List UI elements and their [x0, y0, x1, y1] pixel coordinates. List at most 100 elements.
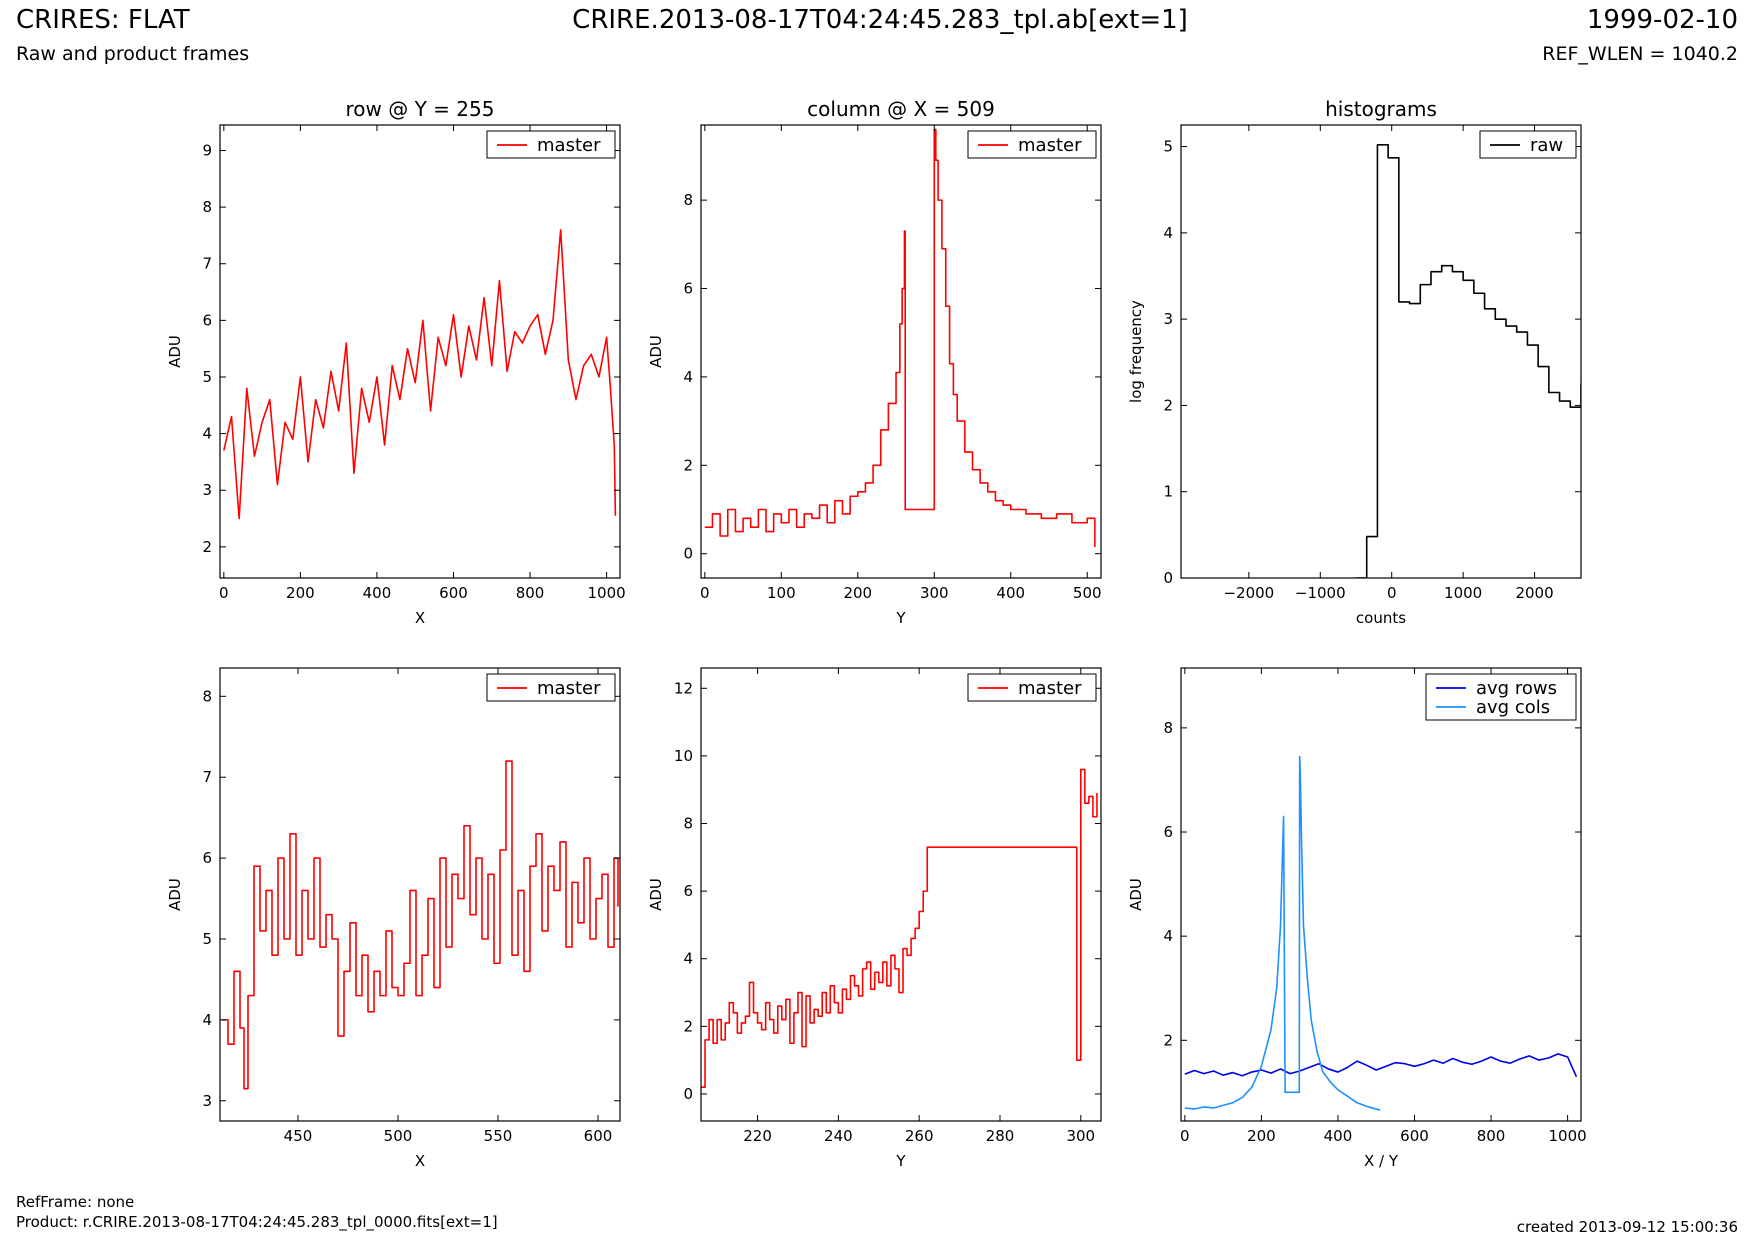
- x-tick-label: 550: [484, 1127, 513, 1145]
- y-tick-label: 4: [683, 950, 693, 968]
- y-tick-label: 8: [202, 687, 212, 705]
- y-tick-label: 6: [683, 882, 693, 900]
- legend-label-avg-rows: avg rows: [1476, 678, 1557, 699]
- legend-label-master: master: [1018, 678, 1082, 699]
- y-tick-label: 5: [202, 368, 212, 386]
- product-label: Product: r.CRIRE.2013-08-17T04:24:45.283…: [16, 1213, 498, 1231]
- legend-label-master: master: [537, 678, 601, 699]
- x-tick-label: 600: [584, 1127, 613, 1145]
- x-tick-label: 300: [920, 584, 949, 602]
- plot-frame: [700, 667, 1102, 1122]
- y-tick-label: 3: [202, 481, 212, 499]
- y-tick-label: 4: [1163, 224, 1173, 242]
- y-axis-label: ADU: [1127, 878, 1145, 911]
- y-tick-label: 8: [202, 198, 212, 216]
- y-tick-label: 2: [1163, 1031, 1173, 1049]
- x-tick-label: −1000: [1295, 584, 1346, 602]
- plot-frame: [1180, 667, 1582, 1122]
- ref-wlen-label: REF_WLEN = 1040.2: [1542, 43, 1738, 65]
- chart-title: column @ X = 509: [807, 97, 995, 121]
- y-tick-label: 6: [202, 311, 212, 329]
- y-tick-label: 5: [202, 930, 212, 948]
- y-tick-label: 0: [683, 1085, 693, 1103]
- series-line-avg-rows: [1184, 1053, 1578, 1078]
- x-tick-label: 0: [219, 584, 229, 602]
- x-tick-label: 200: [843, 584, 872, 602]
- x-tick-label: 1000: [1549, 1127, 1587, 1145]
- y-tick-label: 4: [202, 1011, 212, 1029]
- y-tick-label: 3: [1163, 310, 1173, 328]
- y-tick-label: 1: [1163, 483, 1173, 501]
- y-tick-label: 6: [202, 849, 212, 867]
- x-tick-label: 200: [1247, 1127, 1276, 1145]
- figure-subtitle: Raw and product frames: [16, 43, 250, 65]
- x-tick-label: 280: [986, 1127, 1015, 1145]
- y-tick-label: 10: [674, 747, 693, 765]
- x-axis-label: X / Y: [1364, 1152, 1399, 1170]
- y-axis-label: log frequency: [1127, 300, 1145, 403]
- chart-title: histograms: [1325, 97, 1437, 121]
- x-axis-label: Y: [895, 609, 906, 627]
- created-label: created 2013-09-12 15:00:36: [1516, 1218, 1738, 1236]
- refframe-label: RefFrame: none: [16, 1193, 135, 1211]
- legend: raw: [1479, 130, 1577, 159]
- legend: master: [486, 673, 616, 702]
- legend-label-master: master: [537, 135, 601, 156]
- y-tick-label: 8: [683, 191, 693, 209]
- x-tick-label: 240: [824, 1127, 853, 1145]
- x-tick-label: 0: [700, 584, 710, 602]
- plot-frame: [700, 124, 1102, 579]
- chart-panel-6: 0 200 400 600 800 1000 2 4 6 8 X / Y ADU avg rowsavg…: [1127, 667, 1587, 1170]
- y-tick-label: 7: [202, 255, 212, 273]
- legend: master: [967, 130, 1097, 159]
- y-tick-label: 3: [202, 1092, 212, 1110]
- x-tick-label: 220: [743, 1127, 772, 1145]
- y-tick-label: 5: [1163, 138, 1173, 156]
- date-label: 1999-02-10: [1586, 5, 1738, 35]
- legend: master: [486, 130, 616, 159]
- y-tick-label: 12: [674, 679, 693, 697]
- y-tick-label: 2: [683, 1017, 693, 1035]
- series-line-avg-cols: [1184, 755, 1381, 1111]
- y-tick-label: 4: [683, 368, 693, 386]
- chart-panel-5: 220 240 260 280 300 0 2 4 6 8 10 12 Y ADU master: [647, 667, 1102, 1170]
- x-axis-label: X: [415, 609, 425, 627]
- legend-label-master: master: [1018, 135, 1082, 156]
- x-tick-label: 400: [363, 584, 392, 602]
- x-tick-label: 500: [384, 1127, 413, 1145]
- x-tick-label: 0: [1387, 584, 1397, 602]
- y-axis-label: ADU: [647, 335, 665, 368]
- y-tick-label: 0: [683, 545, 693, 563]
- series-line-raw: [1356, 144, 1581, 578]
- y-tick-label: 2: [683, 456, 693, 474]
- x-tick-label: 100: [767, 584, 796, 602]
- x-tick-label: 500: [1073, 584, 1102, 602]
- y-tick-label: 8: [683, 815, 693, 833]
- plot-frame: [219, 667, 621, 1122]
- y-tick-label: 7: [202, 768, 212, 786]
- y-tick-label: 8: [1163, 719, 1173, 737]
- y-axis-label: ADU: [647, 878, 665, 911]
- y-axis-label: ADU: [166, 335, 184, 368]
- y-tick-label: 0: [1163, 569, 1173, 587]
- x-tick-label: 200: [286, 584, 315, 602]
- figure-title: CRIRES: FLAT: [16, 5, 190, 35]
- legend: master: [967, 673, 1097, 702]
- series-line-master: [704, 128, 1096, 548]
- chart-panel-2: 0 100 200 300 400 500 0 2 4 6 8 column @ X = 509 Y AD…: [647, 97, 1102, 627]
- y-tick-label: 4: [202, 425, 212, 443]
- legend-box: [1425, 673, 1577, 721]
- x-tick-label: 400: [1324, 1127, 1353, 1145]
- x-tick-label: 600: [1400, 1127, 1429, 1145]
- x-tick-label: 260: [905, 1127, 934, 1145]
- x-axis-label: Y: [895, 1152, 906, 1170]
- legend-label-raw: raw: [1530, 135, 1563, 156]
- series-line-master: [222, 760, 619, 1090]
- y-tick-label: 9: [202, 141, 212, 159]
- chart-title: row @ Y = 255: [346, 97, 495, 121]
- x-tick-label: 450: [284, 1127, 313, 1145]
- x-tick-label: 300: [1066, 1127, 1095, 1145]
- x-tick-label: 1000: [588, 584, 626, 602]
